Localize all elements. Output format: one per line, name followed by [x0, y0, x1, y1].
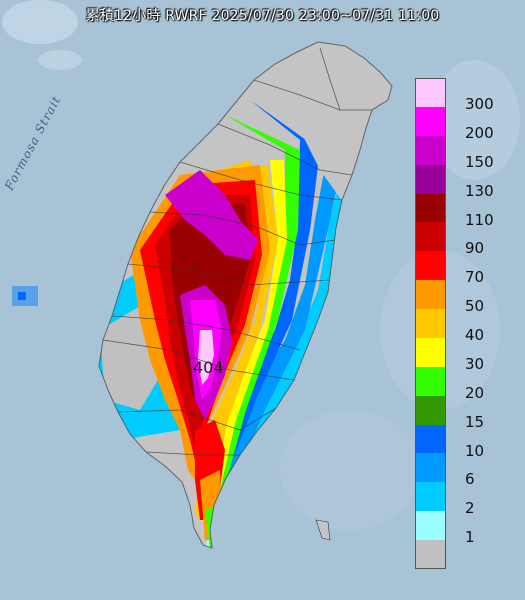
legend-swatch: [415, 251, 446, 281]
legend-swatch: [415, 309, 446, 338]
legend-swatch: [415, 193, 446, 223]
legend-row: 10: [413, 424, 523, 460]
legend-swatch: [415, 78, 446, 107]
legend-label: 200: [465, 123, 494, 142]
legend-row: 50: [413, 280, 523, 315]
max-value-label: 404: [193, 358, 224, 377]
county-boundaries: [98, 41, 393, 549]
legend-row: [413, 540, 523, 569]
legend-swatch: [415, 280, 446, 310]
legend-row: 40: [413, 309, 523, 344]
legend-label: 10: [465, 441, 485, 460]
legend-label: 300: [465, 95, 494, 113]
legend-label: 40: [465, 326, 485, 345]
legend-swatch: [415, 482, 446, 512]
legend-swatch: [415, 222, 446, 252]
legend-label: 130: [465, 181, 494, 200]
legend-row: 2: [413, 482, 523, 517]
legend-row: 30: [413, 337, 523, 373]
map-title: 累積12小時 RWRF 2025/07/30 23:00~07/31 11:00: [85, 8, 440, 24]
legend-swatch: [415, 366, 446, 396]
legend-row: 300: [413, 78, 523, 113]
green-island: [315, 519, 331, 541]
legend-row: 15: [413, 395, 523, 431]
legend-swatch: [415, 337, 446, 367]
legend-swatch: [415, 453, 446, 483]
legend-row: 70: [413, 251, 523, 286]
legend-label: 70: [465, 268, 485, 287]
legend-label: 30: [465, 354, 485, 373]
legend-row: 150: [413, 135, 523, 171]
legend-label: 6: [465, 470, 475, 489]
legend-swatch: [415, 106, 446, 136]
legend-label: 15: [465, 412, 485, 431]
legend-row: 20: [413, 366, 523, 402]
legend-swatch: [415, 395, 446, 425]
legend-label: 50: [465, 297, 485, 316]
legend-row: 130: [413, 164, 523, 200]
legend-swatch: [415, 135, 446, 165]
legend-swatch: [415, 540, 446, 569]
legend-frame: [415, 78, 446, 569]
legend-row: 90: [413, 222, 523, 257]
legend-label: 150: [465, 152, 494, 171]
legend-label: 2: [465, 499, 475, 518]
legend-swatch: [415, 164, 446, 194]
color-legend: 300 200 150 130 110 90 70 50 40 30 20 15 10 6 2 1: [413, 78, 523, 570]
legend-label: 20: [465, 383, 485, 402]
legend-label: 1: [465, 528, 475, 547]
legend-row: 110: [413, 193, 523, 229]
legend-row: 6: [413, 453, 523, 488]
legend-label: 110: [465, 210, 494, 229]
legend-label: 90: [465, 239, 485, 258]
legend-swatch: [415, 511, 446, 541]
legend-row: 1: [413, 511, 523, 546]
legend-row: 200: [413, 106, 523, 142]
legend-swatch: [415, 424, 446, 454]
